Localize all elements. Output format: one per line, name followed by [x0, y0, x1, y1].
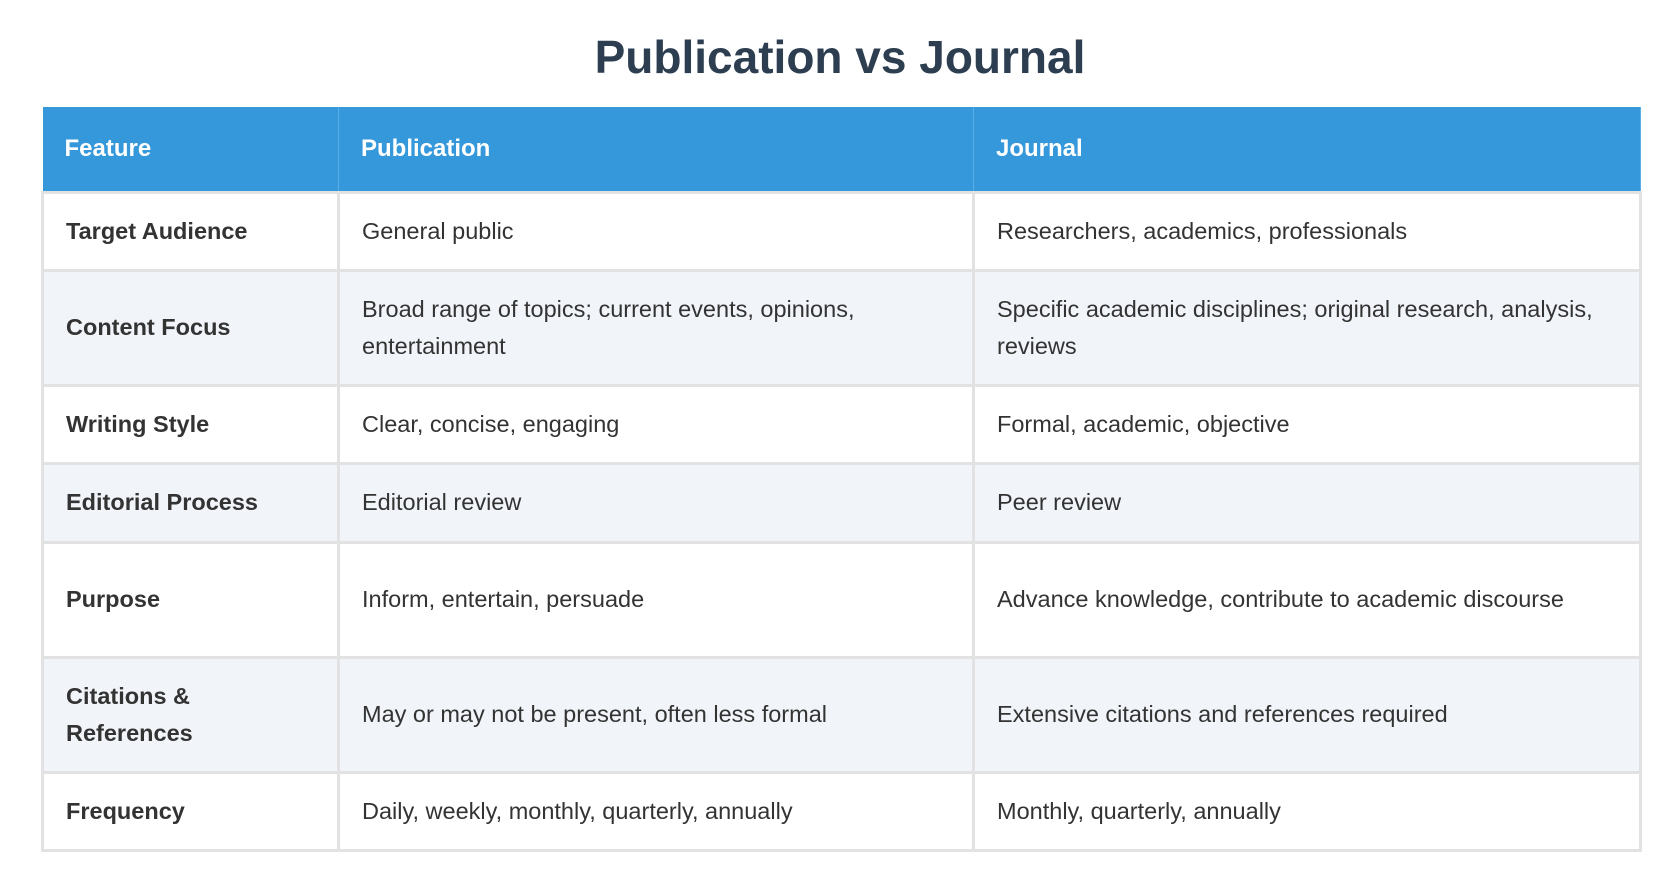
journal-cell: Extensive citations and references requi…	[972, 655, 1642, 774]
journal-cell: Monthly, quarterly, annually	[972, 770, 1642, 852]
column-header-feature: Feature	[42, 107, 339, 192]
publication-cell: May or may not be present, often less fo…	[337, 655, 975, 774]
journal-cell: Researchers, academics, professionals	[972, 190, 1642, 272]
feature-cell: Purpose	[41, 540, 340, 659]
feature-cell: Editorial Process	[41, 461, 340, 544]
publication-cell: Inform, entertain, persuade	[337, 540, 975, 659]
table-row: Content Focus Broad range of topics; curr…	[41, 268, 1642, 387]
table-row: Citations & References May or may not be …	[41, 655, 1642, 774]
publication-cell: Editorial review	[337, 461, 975, 544]
journal-cell: Advance knowledge, contribute to academi…	[972, 540, 1642, 659]
feature-cell: Target Audience	[41, 190, 340, 272]
table-row: Editorial Process Editorial review Peer re…	[41, 461, 1642, 544]
feature-cell: Citations & References	[41, 655, 340, 774]
header-row: Feature Publication Journal	[42, 107, 1641, 192]
comparison-table: Feature Publication Journal Target Audie…	[41, 107, 1642, 852]
column-header-journal: Journal	[973, 107, 1641, 192]
feature-cell: Writing Style	[41, 383, 340, 465]
table-row: Writing Style Clear, concise, engaging For…	[41, 383, 1642, 465]
feature-cell: Content Focus	[41, 268, 340, 387]
column-header-publication: Publication	[338, 107, 974, 192]
page-title: Publication vs Journal	[594, 31, 1086, 83]
publication-cell: General public	[337, 190, 975, 272]
publication-cell: Daily, weekly, monthly, quarterly, annua…	[337, 770, 975, 852]
publication-cell: Clear, concise, engaging	[337, 383, 975, 465]
table-row: Purpose Inform, entertain, persuade Advanc…	[41, 540, 1642, 659]
feature-cell: Frequency	[41, 770, 340, 852]
table-row: Frequency Daily, weekly, monthly, quarter…	[41, 770, 1642, 852]
journal-cell: Peer review	[972, 461, 1642, 544]
table-row: Target Audience General public Researchers…	[41, 190, 1642, 272]
journal-cell: Specific academic disciplines; original …	[972, 268, 1642, 387]
publication-cell: Broad range of topics; current events, o…	[337, 268, 975, 387]
journal-cell: Formal, academic, objective	[972, 383, 1642, 465]
